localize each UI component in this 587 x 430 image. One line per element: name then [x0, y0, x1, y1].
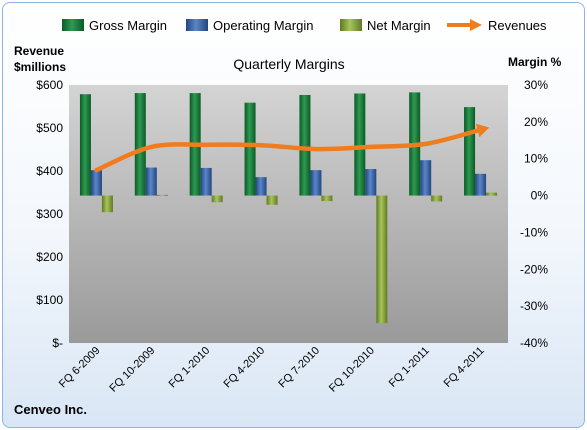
operating-margin-bar [420, 160, 432, 196]
chart-title: Quarterly Margins [233, 56, 344, 72]
net-margin-bar [266, 195, 278, 205]
legend-item-gross-margin: Gross Margin [62, 18, 167, 33]
legend-label-net-margin: Net Margin [367, 18, 431, 33]
operating-margin-bar [255, 177, 267, 196]
legend-swatch-net-margin [340, 19, 362, 31]
left-tick-label: $200 [36, 250, 63, 264]
right-tick-label: -40% [520, 336, 548, 350]
company-name: Cenveo Inc. [14, 402, 87, 417]
gross-margin-bar [354, 93, 366, 196]
net-margin-bar [101, 195, 113, 213]
operating-margin-bar [310, 170, 322, 196]
legend-label-revenues: Revenues [488, 18, 547, 33]
category-label: FQ 7-2010 [276, 345, 322, 391]
left-axis-title-line2: $millions [14, 60, 66, 74]
net-margin-bar [486, 192, 498, 196]
right-tick-label: 30% [524, 78, 548, 92]
legend-label-operating-margin: Operating Margin [213, 18, 313, 33]
category-label: FQ 1-2010 [167, 345, 213, 391]
right-axis-title: Margin % [508, 55, 562, 69]
right-tick-label: -30% [520, 299, 548, 313]
operating-margin-bar [200, 167, 212, 196]
operating-margin-bar [90, 170, 102, 196]
revenue-line-path [94, 127, 483, 173]
operating-margin-bar [475, 173, 487, 196]
bars [79, 92, 498, 324]
category-label: FQ 1-2011 [387, 345, 432, 390]
left-axis-title-line1: Revenue [14, 44, 64, 58]
legend-arrow-revenues [470, 19, 482, 31]
right-tick-label: 10% [524, 152, 548, 166]
gross-margin-bar [464, 107, 476, 196]
net-margin-bar [321, 195, 333, 202]
left-tick-label: $500 [36, 121, 63, 135]
legend-item-operating-margin: Operating Margin [186, 18, 313, 33]
category-labels: FQ 6-2009 FQ 10-2009 FQ 1-2010 FQ 4-2010 FQ … [57, 345, 487, 395]
category-label: FQ 6-2009 [57, 345, 103, 391]
left-tick-label: $- [52, 336, 63, 350]
operating-margin-bar [145, 167, 157, 196]
legend-item-revenues: Revenues [447, 18, 547, 33]
category-label: FQ 10-2009 [107, 345, 157, 395]
net-margin-bar [156, 194, 168, 196]
right-tick-label: -10% [520, 225, 548, 239]
legend: Gross Margin Operating Margin Net Margin… [62, 18, 547, 33]
right-tick-label: 0% [531, 189, 549, 203]
category-label: FQ 4-2010 [222, 345, 268, 391]
right-axis-ticks: -40% -30% -20% -10% 0% 10% 20% 30% [520, 78, 548, 350]
legend-label-gross-margin: Gross Margin [89, 18, 167, 33]
net-margin-bar [376, 195, 388, 324]
gross-margin-bar [79, 94, 91, 196]
revenue-line [94, 123, 490, 173]
revenue-line-arrowhead [475, 123, 490, 138]
legend-item-net-margin: Net Margin [340, 18, 431, 33]
left-tick-label: $100 [36, 293, 63, 307]
right-tick-label: 20% [524, 115, 548, 129]
gross-margin-bar [134, 93, 146, 196]
gross-margin-bar [244, 102, 256, 196]
left-axis-ticks: $- $100 $200 $300 $400 $500 $600 [36, 78, 63, 350]
net-margin-bar [211, 195, 223, 203]
left-tick-label: $400 [36, 164, 63, 178]
net-margin-bar [431, 195, 443, 202]
category-label: FQ 4-2011 [442, 345, 487, 390]
right-tick-label: -20% [520, 262, 548, 276]
operating-margin-bar [365, 169, 377, 196]
left-tick-label: $600 [36, 78, 63, 92]
left-tick-label: $300 [36, 207, 63, 221]
legend-swatch-gross-margin [62, 19, 84, 31]
legend-swatch-operating-margin [186, 19, 208, 31]
category-label: FQ 10-2010 [327, 345, 377, 395]
gross-margin-bar [299, 94, 311, 196]
